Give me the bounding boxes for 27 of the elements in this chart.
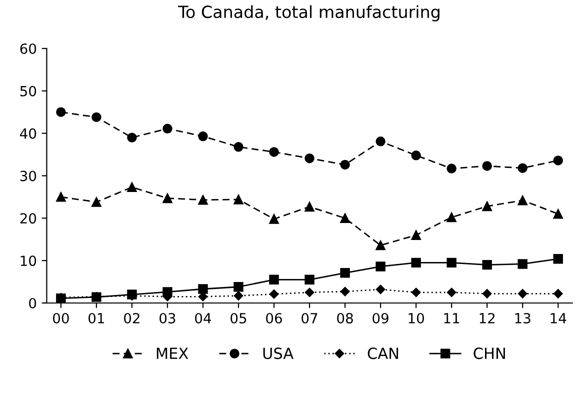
x-tick-label: 14 (550, 313, 566, 324)
chart-title: To Canada, total manufacturing (178, 5, 440, 22)
legend-label: MEX (156, 348, 188, 359)
x-tick-label: 01 (88, 312, 104, 324)
y-tick-label: 20 (20, 213, 36, 224)
x-tick-label: 00 (53, 312, 69, 324)
y-tick-label: 30 (20, 170, 36, 182)
x-tick-label: 05 (230, 312, 246, 324)
legend-label: USA (263, 348, 294, 360)
legend-label: CAN (368, 348, 398, 360)
x-tick-label: 02 (124, 312, 140, 324)
y-tick-label: 50 (20, 86, 36, 96)
x-tick-label: 08 (337, 312, 353, 324)
x-tick-label: 11 (444, 313, 460, 324)
y-tick-label: 10 (20, 256, 36, 266)
x-tick-label: 13 (515, 312, 530, 324)
legend-label: CHN (474, 348, 505, 360)
x-tick-label: 03 (160, 312, 176, 324)
x-tick-label: 04 (195, 312, 212, 324)
y-tick-label: 40 (20, 128, 36, 139)
x-tick-label: 07 (302, 312, 318, 324)
y-tick-label: 0 (29, 298, 36, 308)
x-tick-label: 06 (266, 312, 282, 324)
x-tick-label: 10 (408, 312, 424, 324)
x-tick-label: 12 (480, 312, 495, 324)
x-tick-label: 09 (372, 312, 388, 324)
y-tick-label: 60 (20, 43, 36, 54)
